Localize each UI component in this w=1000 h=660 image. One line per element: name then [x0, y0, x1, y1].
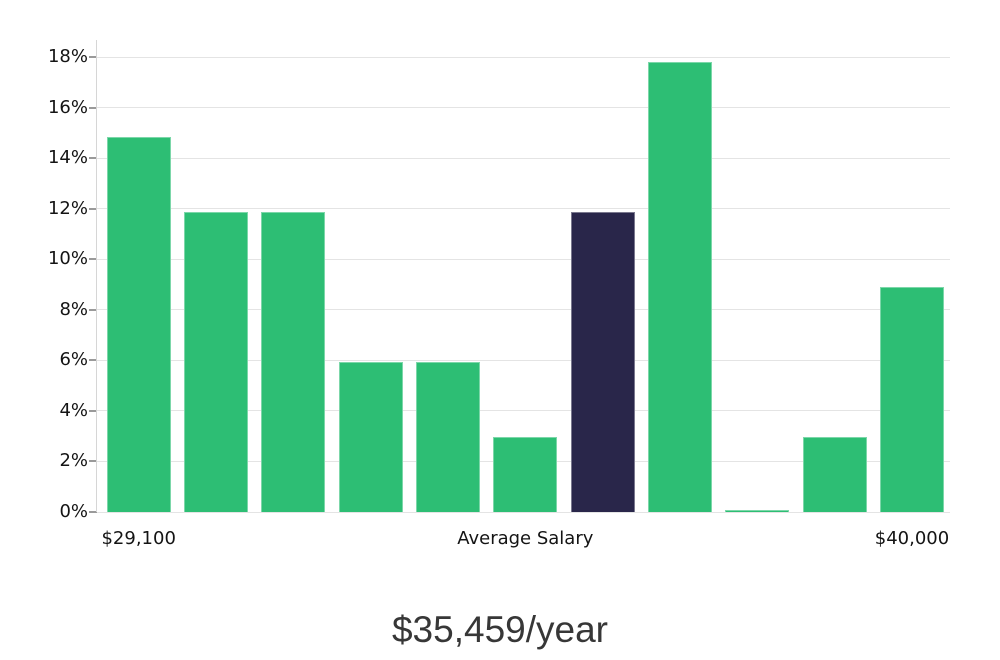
- histogram-bar-1: [106, 136, 171, 512]
- y-axis-tick: [89, 460, 97, 463]
- y-axis-tick-label: 16%: [47, 96, 88, 118]
- y-axis-tick: [89, 56, 97, 58]
- y-axis-tick-label: 14%: [47, 147, 88, 169]
- x-axis-tick-label-2: Average Salary: [457, 528, 594, 549]
- histogram-bar-9: [725, 509, 790, 512]
- y-axis-line: [96, 40, 97, 512]
- y-axis-tick-label: 4%: [59, 399, 88, 421]
- histogram-bar-10: [802, 436, 867, 512]
- gridline-4%: [97, 410, 950, 412]
- histogram-bar-11: [880, 286, 944, 512]
- x-axis-tick-label-1: $29,100: [101, 528, 176, 549]
- y-axis-tick: [89, 106, 97, 109]
- x-axis-tick-label-3: $40,000: [874, 528, 950, 549]
- gridline-10%: [97, 258, 950, 260]
- gridline-6%: [97, 359, 950, 361]
- histogram-bar-8: [648, 61, 712, 512]
- y-axis-tick-label: 12%: [47, 197, 88, 219]
- chart-title: $35,459/year: [391, 609, 608, 650]
- y-axis-tick: [89, 511, 97, 513]
- y-axis-tick-label: 18%: [47, 46, 88, 67]
- gridline-18%: [97, 56, 950, 58]
- gridline-0%: [97, 511, 950, 513]
- gridline-8%: [97, 309, 950, 311]
- y-axis-tick-label: 6%: [59, 349, 88, 371]
- histogram-bar-6: [493, 436, 558, 512]
- y-axis-tick-label: 10%: [47, 248, 88, 270]
- y-axis-tick-label: 2%: [59, 450, 88, 472]
- histogram-bar-5: [416, 361, 480, 513]
- histogram-bar-3: [261, 211, 326, 512]
- y-axis-tick: [89, 308, 97, 311]
- y-axis-tick: [89, 359, 97, 362]
- histogram-bar-4: [338, 361, 403, 513]
- histogram-bar-2: [184, 211, 248, 512]
- y-axis-tick: [89, 258, 97, 261]
- y-axis-tick: [89, 207, 97, 210]
- gridline-14%: [97, 157, 950, 159]
- gridline-12%: [97, 208, 950, 210]
- y-axis-tick: [89, 157, 97, 160]
- y-axis-tick-label: 8%: [59, 298, 88, 320]
- y-axis-tick: [89, 409, 97, 412]
- gridline-16%: [97, 107, 950, 109]
- y-axis-tick-label: 0%: [59, 501, 88, 522]
- highlighted-histogram-bar: [570, 211, 635, 512]
